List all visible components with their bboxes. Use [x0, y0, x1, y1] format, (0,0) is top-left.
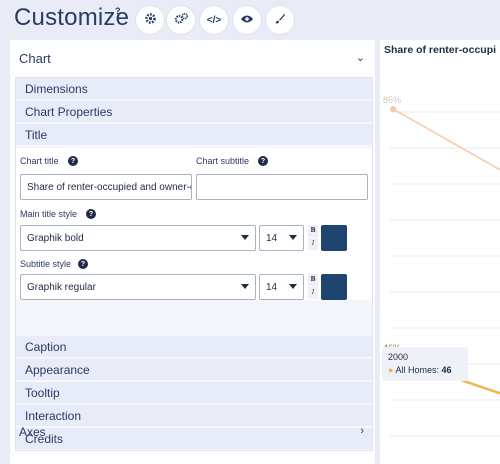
section-label: Caption — [25, 339, 67, 354]
main-title-style-label: Main title style — [20, 209, 78, 219]
subtitle-font-value: Graphik regular — [27, 281, 96, 293]
chart-subtitle-input[interactable] — [196, 174, 368, 200]
main-title-size-select[interactable]: 14 — [259, 225, 304, 251]
eye-icon — [240, 13, 254, 27]
chart-title-input[interactable]: Share of renter-occupied and owner-occ — [20, 174, 192, 200]
caret-down-icon — [241, 235, 249, 240]
section-title[interactable]: Title — [16, 124, 372, 146]
subtitle-style-label: Subtitle style — [20, 259, 72, 269]
main-title-font-value: Graphik bold — [27, 232, 84, 244]
section-credits[interactable]: Credits — [16, 428, 372, 450]
bold-toggle[interactable]: B — [308, 225, 318, 237]
app-title: Customize — [14, 4, 130, 31]
subtitle-size-select[interactable]: 14 — [259, 274, 304, 300]
brush-icon — [274, 13, 286, 28]
section-label: Interaction — [25, 408, 82, 423]
tooltip-row: ● All Homes: 46 — [388, 365, 452, 375]
chart-tooltip: 2000 ● All Homes: 46 — [382, 347, 468, 381]
subtitle-color-swatch[interactable] — [321, 274, 347, 300]
settings-button[interactable] — [136, 6, 164, 34]
chart-plot: 85%46% — [383, 95, 500, 437]
section-label: Chart Properties — [25, 104, 113, 119]
chart-subtitle-help-icon[interactable]: ? — [258, 156, 268, 166]
gears-icon — [174, 12, 189, 28]
help-icon[interactable]: ? — [115, 6, 121, 16]
main-title-format-toggles: B I — [308, 225, 318, 251]
code-icon: </> — [206, 14, 222, 26]
caret-down-icon — [289, 235, 297, 240]
customize-panel: Chart ⌄ Dimensions Chart Properties Titl… — [10, 40, 375, 464]
italic-toggle[interactable]: I — [308, 287, 318, 299]
chart-title: Share of renter-occupi — [384, 44, 497, 56]
chart-subsections: Dimensions Chart Properties Title Chart … — [15, 77, 373, 451]
main-title-color-swatch[interactable] — [321, 225, 347, 251]
section-appearance[interactable]: Appearance — [16, 359, 372, 381]
italic-toggle[interactable]: I — [308, 238, 318, 250]
section-label: Appearance — [25, 362, 90, 377]
title-settings: Chart title ? Chart subtitle ? Share of … — [16, 148, 372, 300]
chart-preview: Share of renter-occupi 85%46% 2000 ● All… — [380, 40, 500, 464]
section-label: Tooltip — [25, 385, 60, 400]
caret-down-icon — [289, 284, 297, 289]
section-interaction[interactable]: Interaction — [16, 405, 372, 427]
main-title-font-select[interactable]: Graphik bold — [20, 225, 256, 251]
tooltip-value: 46 — [441, 365, 452, 375]
section-label: Dimensions — [25, 81, 88, 96]
chevron-down-icon: ⌄ — [355, 52, 365, 64]
axes-section-label: Axes — [19, 425, 46, 439]
section-dimensions[interactable]: Dimensions — [16, 78, 372, 100]
data-point — [390, 106, 396, 112]
theme-button[interactable] — [266, 6, 294, 34]
series-line — [392, 108, 500, 171]
chart-subtitle-label: Chart subtitle — [196, 156, 250, 166]
section-label: Credits — [25, 431, 64, 446]
tooltip-year: 2000 — [388, 352, 409, 362]
gear-icon — [144, 12, 157, 28]
chevron-right-icon: › — [360, 425, 364, 437]
bold-toggle[interactable]: B — [308, 274, 318, 286]
series-dot-icon: ● — [388, 365, 394, 375]
header: Customize ? </> — [0, 0, 500, 38]
main-title-style-help-icon[interactable]: ? — [86, 209, 96, 219]
section-chart-properties[interactable]: Chart Properties — [16, 101, 372, 123]
subtitle-font-select[interactable]: Graphik regular — [20, 274, 256, 300]
chart-title-label: Chart title — [20, 156, 59, 166]
subtitle-style-help-icon[interactable]: ? — [78, 259, 88, 269]
tooltip-series: All Homes: — [395, 365, 439, 375]
advanced-settings-button[interactable] — [167, 6, 195, 34]
caret-down-icon — [241, 284, 249, 289]
chart-title-help-icon[interactable]: ? — [68, 156, 78, 166]
preview-button[interactable] — [233, 6, 261, 34]
code-button[interactable]: </> — [200, 6, 228, 34]
axes-section-header[interactable]: Axes › — [19, 420, 364, 444]
section-caption[interactable]: Caption — [16, 336, 372, 358]
data-label: 85% — [383, 95, 401, 105]
chart-section-label: Chart — [19, 50, 51, 66]
subtitle-size-value: 14 — [266, 281, 278, 293]
chart-section-header[interactable]: Chart ⌄ — [10, 40, 375, 76]
subtitle-format-toggles: B I — [308, 274, 318, 300]
section-label: Title — [25, 127, 48, 142]
section-tooltip[interactable]: Tooltip — [16, 382, 372, 404]
main-title-size-value: 14 — [266, 232, 278, 244]
